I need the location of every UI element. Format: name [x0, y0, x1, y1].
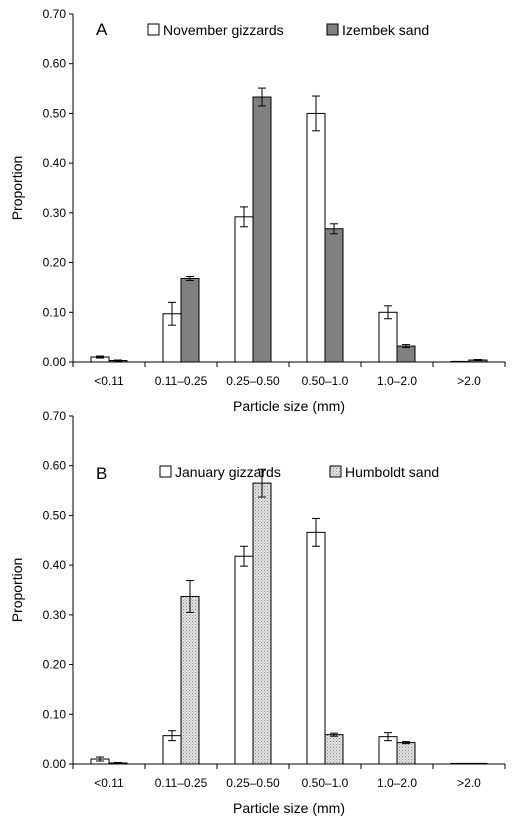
chart-panel-b: 0.00 0.10 0.20 0.30 0.40 0.50 0.60 0.70 <0.11 0.1… — [9, 409, 506, 816]
bar — [234, 555, 254, 765]
y-tick-label: 0.40 — [43, 558, 67, 572]
legend-label: November gizzards — [163, 22, 284, 38]
y-tick-label: 0.20 — [43, 658, 67, 672]
legend-label: January gizzards — [175, 464, 281, 480]
bar — [450, 360, 470, 363]
legend-swatch — [147, 23, 160, 36]
panel-label: B — [96, 464, 107, 483]
y-tick-label: 0.60 — [43, 57, 67, 71]
y-tick-label: 0.10 — [43, 707, 67, 721]
y-tick-label: 0.30 — [43, 206, 67, 220]
panel-label: A — [96, 20, 108, 39]
y-tick-label: 0.30 — [43, 608, 67, 622]
y-tick-label: 0.10 — [43, 305, 67, 319]
y-tick-label: 0.60 — [43, 459, 67, 473]
x-tick-label: <0.11 — [94, 374, 124, 388]
x-axis-title: Particle size (mm) — [233, 398, 345, 414]
legend-swatch — [329, 465, 342, 478]
x-tick-label: 0.11–0.25 — [155, 374, 208, 388]
y-tick-label: 0.00 — [43, 355, 67, 369]
y-tick-label: 0.70 — [43, 409, 67, 423]
x-tick-label: >2.0 — [457, 374, 481, 388]
x-tick-label: 0.50–1.0 — [302, 374, 349, 388]
bar — [468, 762, 488, 765]
x-tick-label: 0.25–0.50 — [226, 776, 280, 790]
bar — [324, 734, 344, 765]
x-tick-label: 0.25–0.50 — [226, 374, 280, 388]
bar — [180, 595, 200, 765]
y-tick-label: 0.70 — [43, 7, 67, 21]
chart-panel-a: 0.00 0.10 0.20 0.30 0.40 0.50 0.60 0.70 <0.11 0.1… — [9, 7, 506, 414]
bar — [450, 762, 470, 765]
y-axis-title: Proportion — [9, 156, 25, 221]
y-tick-label: 0.20 — [43, 256, 67, 270]
x-axis-title: Particle size (mm) — [233, 800, 345, 816]
bar — [234, 216, 254, 363]
y-tick-label: 0.40 — [43, 156, 67, 170]
y-tick-label: 0.50 — [43, 508, 67, 522]
bar — [324, 228, 344, 363]
y-axis-title: Proportion — [9, 558, 25, 623]
x-tick-label: 0.11–0.25 — [155, 776, 208, 790]
bar — [396, 345, 416, 363]
bar — [378, 311, 398, 363]
x-tick-label: 1.0–2.0 — [377, 374, 417, 388]
bar — [252, 482, 272, 765]
legend-swatch — [326, 23, 339, 36]
bar — [306, 531, 326, 765]
bar — [306, 112, 326, 363]
x-tick-label: >2.0 — [457, 776, 481, 790]
bar — [396, 742, 416, 765]
y-tick-label: 0.00 — [43, 757, 67, 771]
legend-label: Humboldt sand — [345, 464, 439, 480]
x-tick-label: 0.50–1.0 — [302, 776, 349, 790]
x-tick-label: 1.0–2.0 — [377, 776, 417, 790]
y-tick-label: 0.50 — [43, 106, 67, 120]
x-tick-label: <0.11 — [94, 776, 124, 790]
bar — [252, 96, 272, 363]
bar — [180, 277, 200, 363]
legend-swatch — [159, 465, 172, 478]
legend-label: Izembek sand — [342, 22, 429, 38]
